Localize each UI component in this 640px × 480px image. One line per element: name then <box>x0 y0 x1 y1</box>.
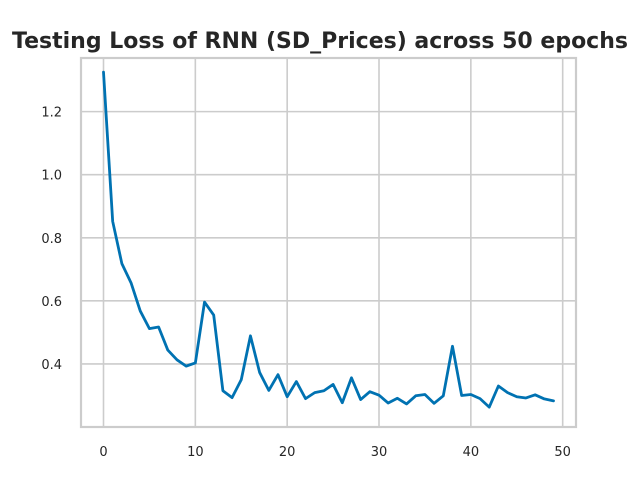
y-tick-label: 1.0 <box>41 169 62 184</box>
y-tick-label: 0.4 <box>41 358 62 373</box>
x-tick-label: 50 <box>554 445 571 460</box>
series-layer <box>102 70 555 409</box>
x-tick-label: 30 <box>371 445 388 460</box>
x-tick-label: 20 <box>279 445 296 460</box>
chart-title: Testing Loss of RNN (SD_Prices) across 5… <box>12 29 628 54</box>
y-tick-label: 1.2 <box>41 106 62 121</box>
x-tick-label: 10 <box>187 445 204 460</box>
y-tick-label: 0.8 <box>41 232 62 247</box>
x-tick-label: 40 <box>463 445 480 460</box>
series-line <box>102 70 555 409</box>
x-tick-label: 0 <box>99 445 107 460</box>
plot-frame <box>79 56 578 429</box>
y-tick-label: 0.6 <box>41 295 62 310</box>
y-axis: 0.4 0.6 0.8 1.0 1.2 <box>41 106 62 373</box>
x-axis: 0 10 20 30 40 50 <box>99 445 571 460</box>
grid <box>81 58 576 427</box>
